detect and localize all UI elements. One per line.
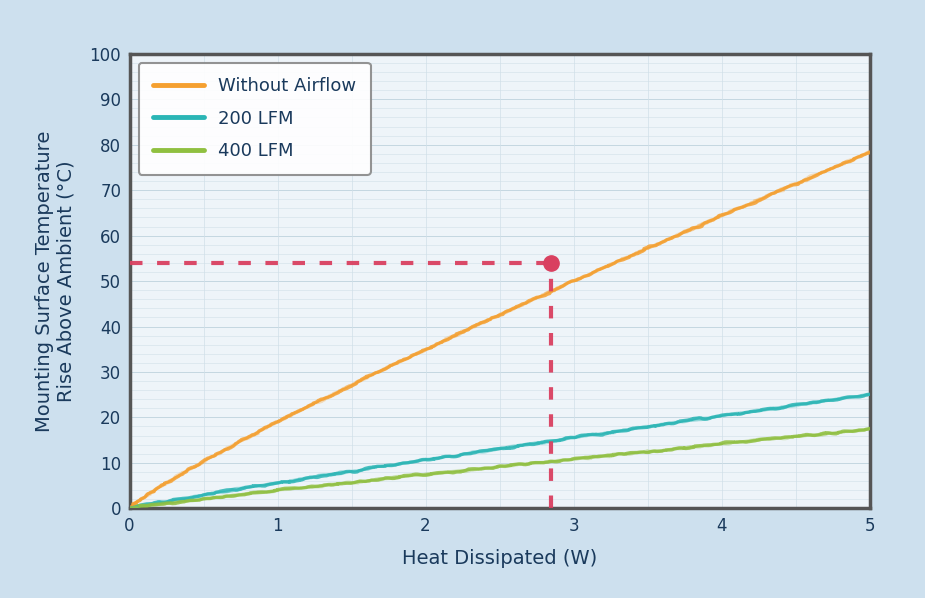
Y-axis label: Mounting Surface Temperature
Rise Above Ambient (°C): Mounting Surface Temperature Rise Above … — [34, 130, 76, 432]
Legend: Without Airflow, 200 LFM, 400 LFM: Without Airflow, 200 LFM, 400 LFM — [139, 63, 371, 175]
X-axis label: Heat Dissipated (W): Heat Dissipated (W) — [401, 548, 598, 568]
